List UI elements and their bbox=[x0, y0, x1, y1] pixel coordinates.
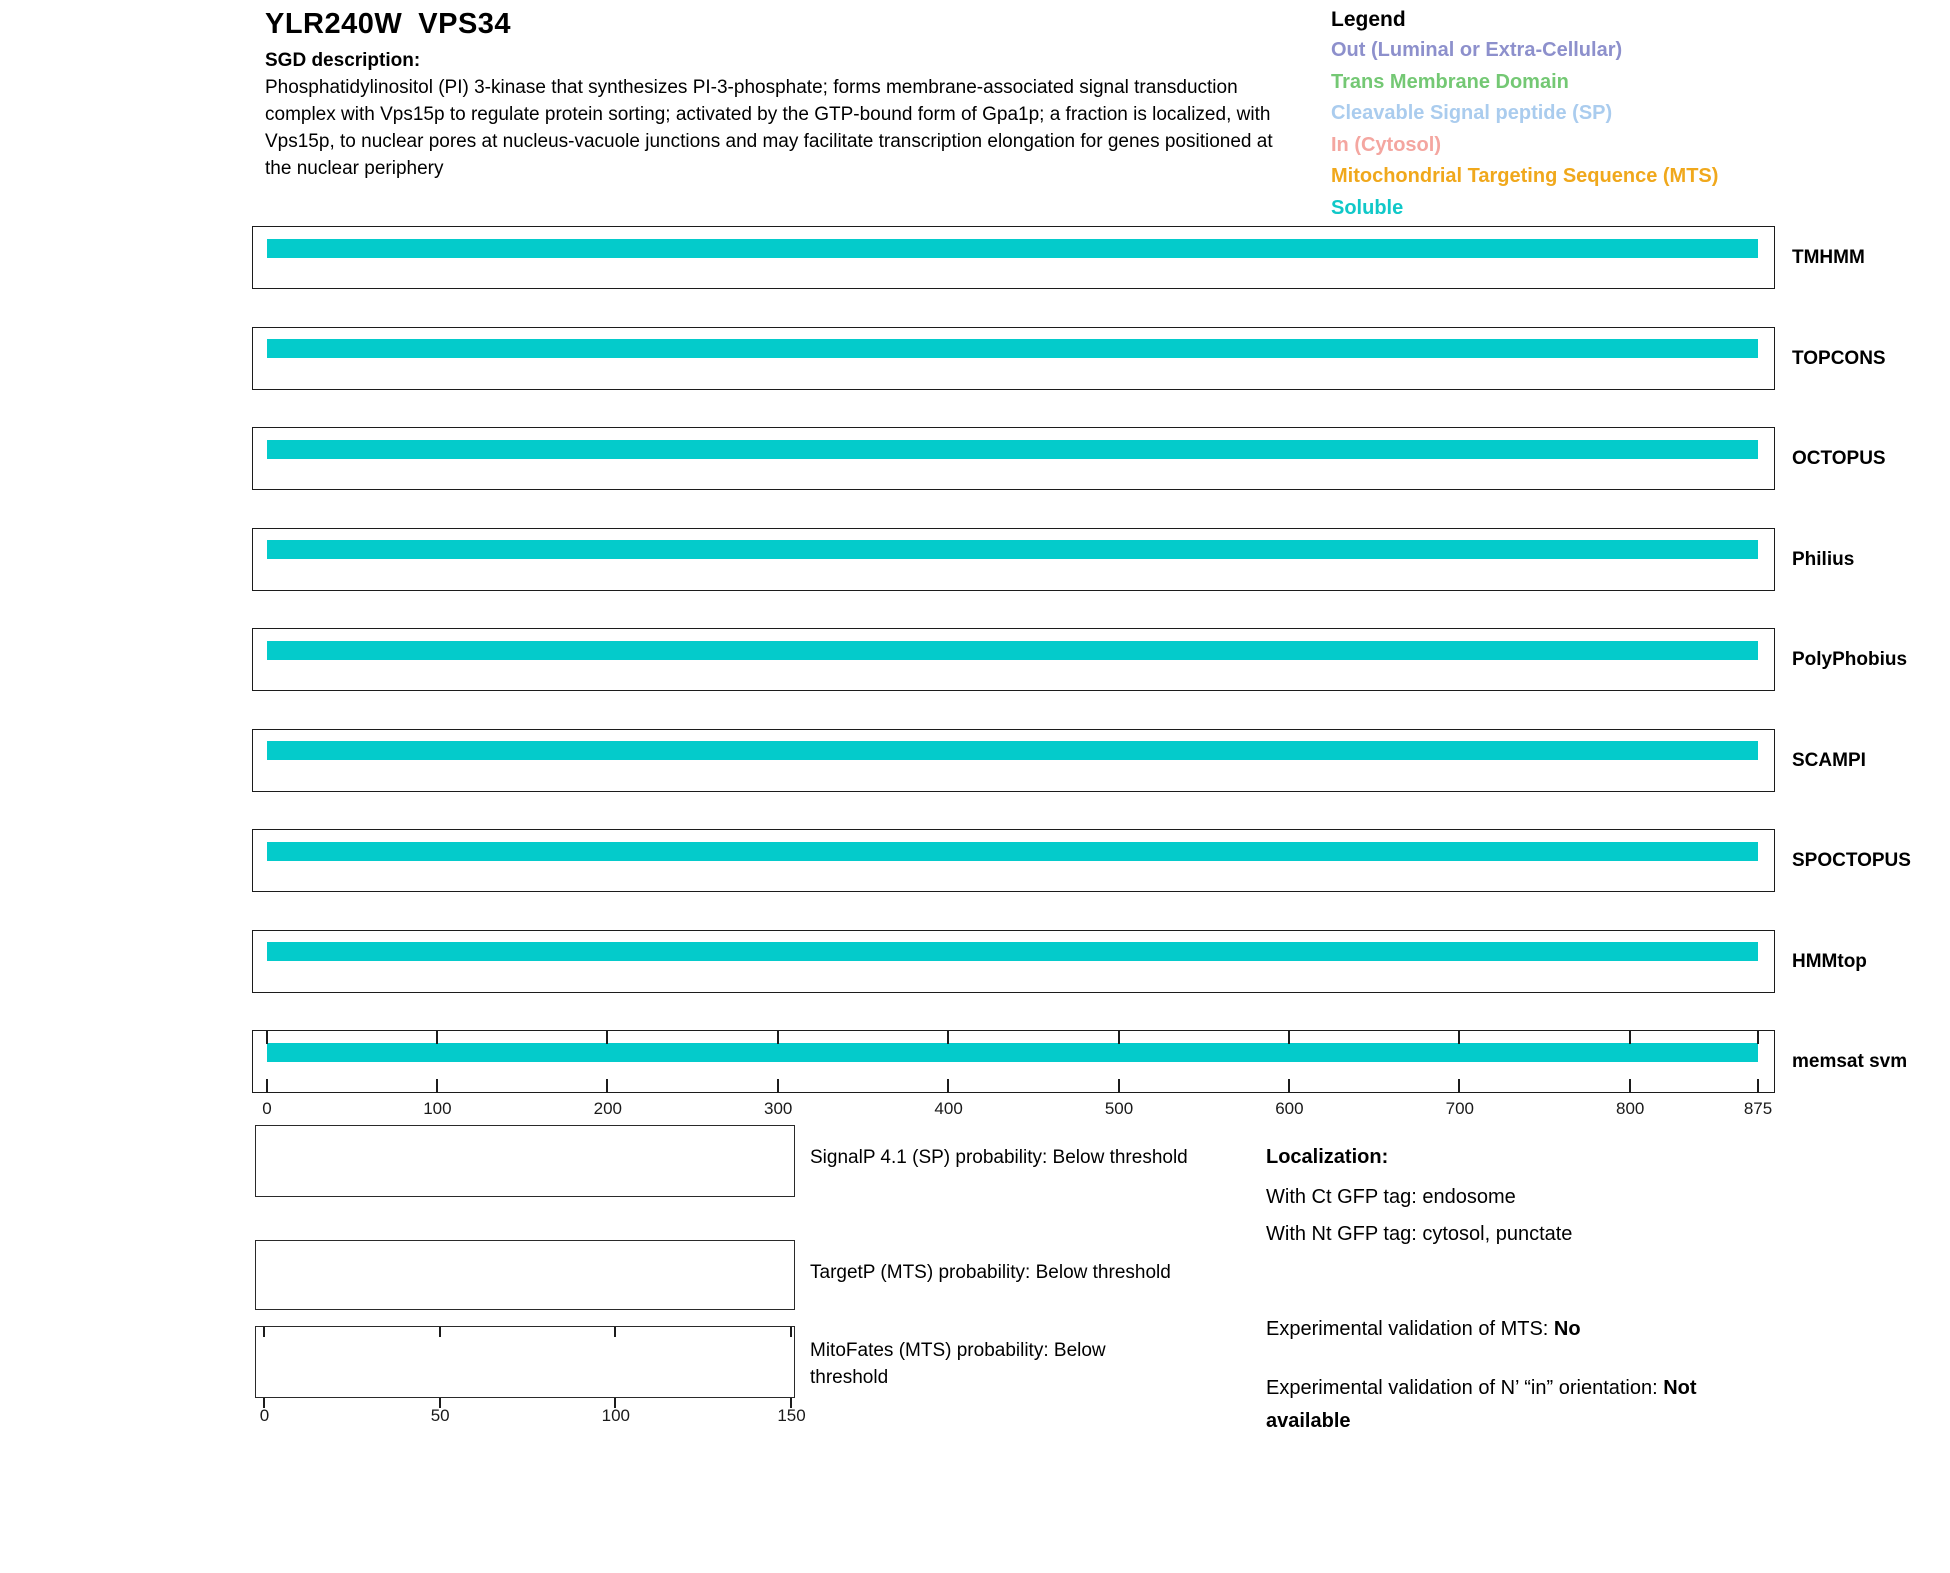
legend-item-trans-membrane-domain: Trans Membrane Domain bbox=[1331, 70, 1569, 93]
track-label-tmhmm: TMHMM bbox=[1792, 247, 1865, 268]
experimental-orientation-text: Experimental validation of N’ “in” orien… bbox=[1266, 1377, 1664, 1399]
axis-tick-bottom bbox=[776, 1079, 779, 1092]
residue-axis-tick-label: 800 bbox=[1616, 1099, 1645, 1118]
legend-items: Out (Luminal or Extra-Cellular) Trans Mem… bbox=[1331, 35, 1891, 224]
track-label-topcons: TOPCONS bbox=[1792, 347, 1886, 369]
axis-tick-bottom bbox=[1287, 1079, 1290, 1092]
legend-item-mitochondrial-targeting-sequence-mts: Mitochondrial Targeting Sequence (MTS) bbox=[1331, 165, 1719, 187]
axis-tick-top bbox=[776, 1031, 779, 1044]
localization-nt-gfp: With Nt GFP tag: cytosol, punctate bbox=[1266, 1223, 1573, 1245]
track-box-philius bbox=[252, 527, 1775, 591]
probability-axis-tick-label: 100 bbox=[601, 1406, 631, 1425]
axis-tick-top bbox=[1287, 1031, 1290, 1044]
residue-axis-tick-label: 200 bbox=[593, 1099, 622, 1118]
track-label-octopus: OCTOPUS bbox=[1792, 448, 1886, 469]
track-box-spoctopus bbox=[252, 829, 1775, 892]
probability-tick-bottom bbox=[438, 1397, 441, 1408]
axis-tick-top bbox=[1117, 1031, 1120, 1044]
axis-tick-top bbox=[947, 1031, 950, 1044]
residue-axis-tick-label: 600 bbox=[1275, 1099, 1304, 1118]
track-box-memsat-svm bbox=[252, 1030, 1775, 1093]
axis-tick-bottom bbox=[435, 1079, 438, 1092]
axis-tick-bottom bbox=[265, 1079, 268, 1092]
axis-tick-bottom bbox=[1628, 1079, 1631, 1092]
axis-tick-bottom bbox=[1117, 1079, 1120, 1092]
experimental-mts-value: No bbox=[1553, 1318, 1581, 1340]
axis-tick-bottom bbox=[606, 1079, 609, 1092]
axis-tick-top bbox=[1458, 1031, 1461, 1044]
track-label-spoctopus: SPOCTOPUS bbox=[1792, 850, 1911, 871]
legend-item-out-luminal-or-extra-cellular: Out (Luminal or Extra-Cellular) bbox=[1331, 39, 1623, 61]
axis-tick-top bbox=[606, 1031, 609, 1044]
prediction-bar-soluble-memsat-svm bbox=[266, 1042, 1758, 1062]
track-box-scampi bbox=[252, 728, 1775, 792]
prediction-bar-soluble-scampi bbox=[266, 741, 1758, 760]
experimental-orientation-value: Not available bbox=[1266, 1377, 1697, 1432]
axis-tick-top bbox=[1628, 1031, 1631, 1044]
track-box-tmhmm bbox=[252, 226, 1775, 289]
localization-ct-gfp: With Ct GFP tag: endosome bbox=[1266, 1186, 1516, 1208]
residue-axis-tick-label: 400 bbox=[934, 1099, 963, 1118]
legend-title: Legend bbox=[1331, 8, 1406, 31]
track-box-octopus bbox=[252, 427, 1775, 490]
prediction-bar-soluble-hmmtop bbox=[266, 942, 1758, 961]
track-label-polyphobius: PolyPhobius bbox=[1792, 649, 1908, 670]
prediction-bar-soluble-topcons bbox=[266, 339, 1758, 358]
residue-axis-tick-label: 500 bbox=[1104, 1099, 1134, 1118]
track-box-topcons bbox=[252, 326, 1775, 390]
probability-plot-signalp bbox=[255, 1125, 795, 1197]
track-label-philius: Philius bbox=[1792, 548, 1855, 570]
legend-item-in-cytosol: In (Cytosol) bbox=[1331, 133, 1441, 156]
prediction-bar-soluble-tmhmm bbox=[266, 238, 1758, 258]
probability-axis-tick-label: 150 bbox=[777, 1406, 806, 1425]
axis-tick-top bbox=[435, 1031, 438, 1044]
sgd-description-label: SGD description: bbox=[265, 50, 421, 71]
sgd-description-text: Phosphatidylinositol (PI) 3-kinase that … bbox=[265, 77, 1273, 179]
prediction-bar-soluble-octopus bbox=[266, 439, 1758, 459]
probability-tick-bottom bbox=[790, 1397, 792, 1408]
track-label-scampi: SCAMPI bbox=[1792, 749, 1866, 771]
probability-plot-mitofates bbox=[255, 1326, 795, 1408]
page-title: YLR240W VPS34 bbox=[265, 8, 511, 41]
gene-standard-name: VPS34 bbox=[418, 8, 512, 40]
probability-plot-targetp bbox=[255, 1240, 795, 1310]
experimental-mts-text: Experimental validation of MTS: bbox=[1266, 1318, 1554, 1340]
prediction-bar-soluble-spoctopus bbox=[266, 841, 1758, 861]
probability-axis-tick-label: 50 bbox=[430, 1406, 450, 1425]
residue-axis-tick-label: 700 bbox=[1445, 1099, 1474, 1118]
axis-tick-top bbox=[1756, 1031, 1759, 1044]
probability-plot-label-signalp: SignalP 4.1 (SP) probability: Below thre… bbox=[810, 1147, 1188, 1168]
localization-heading: Localization: bbox=[1266, 1146, 1389, 1168]
axis-tick-top bbox=[265, 1031, 268, 1044]
probability-plot-label-mitofates: MitoFates (MTS) probability: Below thres… bbox=[810, 1340, 1106, 1388]
probability-tick-top bbox=[790, 1327, 792, 1337]
axis-tick-bottom bbox=[1458, 1079, 1461, 1092]
probability-tick-top bbox=[438, 1327, 441, 1337]
prediction-bar-soluble-philius bbox=[266, 540, 1758, 559]
axis-tick-bottom bbox=[1756, 1079, 1759, 1092]
legend: Legend Out (Luminal or Extra-Cellular) Tr… bbox=[1331, 4, 1891, 224]
track-label-memsat-svm: memsat svm bbox=[1792, 1051, 1908, 1072]
gene-systematic-name: YLR240W bbox=[265, 8, 403, 40]
residue-axis-tick-label: 875 bbox=[1743, 1099, 1773, 1118]
experimental-mts-line: Experimental validation of MTS: No bbox=[1266, 1318, 1581, 1341]
track-box-polyphobius bbox=[252, 628, 1775, 691]
probability-tick-bottom bbox=[263, 1397, 265, 1408]
probability-tick-top bbox=[263, 1327, 265, 1337]
probability-plot-label-targetp: TargetP (MTS) probability: Below thresho… bbox=[810, 1262, 1171, 1283]
probability-tick-top bbox=[614, 1327, 617, 1337]
residue-axis-tick-label: 100 bbox=[423, 1099, 452, 1118]
axis-tick-bottom bbox=[947, 1079, 950, 1092]
track-label-hmmtop: HMMtop bbox=[1792, 950, 1867, 972]
legend-item-cleavable-signal-peptide-sp: Cleavable Signal peptide (SP) bbox=[1331, 102, 1613, 124]
probability-axis-tick-label: 0 bbox=[259, 1406, 270, 1425]
prediction-bar-soluble-polyphobius bbox=[266, 640, 1758, 660]
residue-axis-tick-label: 0 bbox=[262, 1099, 272, 1118]
residue-axis-tick-label: 300 bbox=[764, 1099, 793, 1118]
legend-item-soluble: Soluble bbox=[1331, 196, 1404, 219]
experimental-orientation-line: Experimental validation of N’ “in” orien… bbox=[1266, 1372, 1766, 1438]
track-box-hmmtop bbox=[252, 929, 1775, 993]
probability-tick-bottom bbox=[614, 1397, 617, 1408]
